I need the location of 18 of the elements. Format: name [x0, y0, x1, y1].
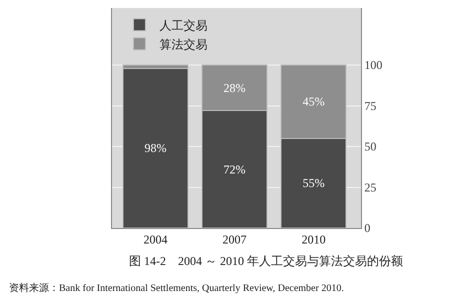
x-tick-label: 2010: [302, 232, 326, 246]
data-label: 55%: [302, 176, 325, 190]
x-tick-label: 2007: [222, 232, 247, 246]
text: 资料来源：Bank for International Settlements, Quarterly Review, December 2010.: [9, 282, 344, 294]
data-label: 45%: [302, 94, 325, 109]
y-tick-label: 0: [364, 221, 370, 236]
y-tick-label: 50: [364, 140, 376, 154]
data-label: 28%: [224, 80, 246, 95]
data-label: 98%: [144, 141, 166, 156]
legend-label: 人工交易: [159, 18, 208, 32]
x-tick-label: 2004: [143, 232, 168, 246]
bar: [122, 68, 188, 228]
text: 图 14-2 2004 ～ 2010 年人工交易与算法交易的份额: [129, 254, 403, 268]
y-tick-label: 25: [364, 180, 376, 194]
legend-label: 算法交易: [159, 37, 208, 52]
y-tick-label: 100: [364, 58, 382, 72]
data-label: 72%: [224, 162, 246, 176]
y-tick-label: 75: [364, 98, 376, 113]
